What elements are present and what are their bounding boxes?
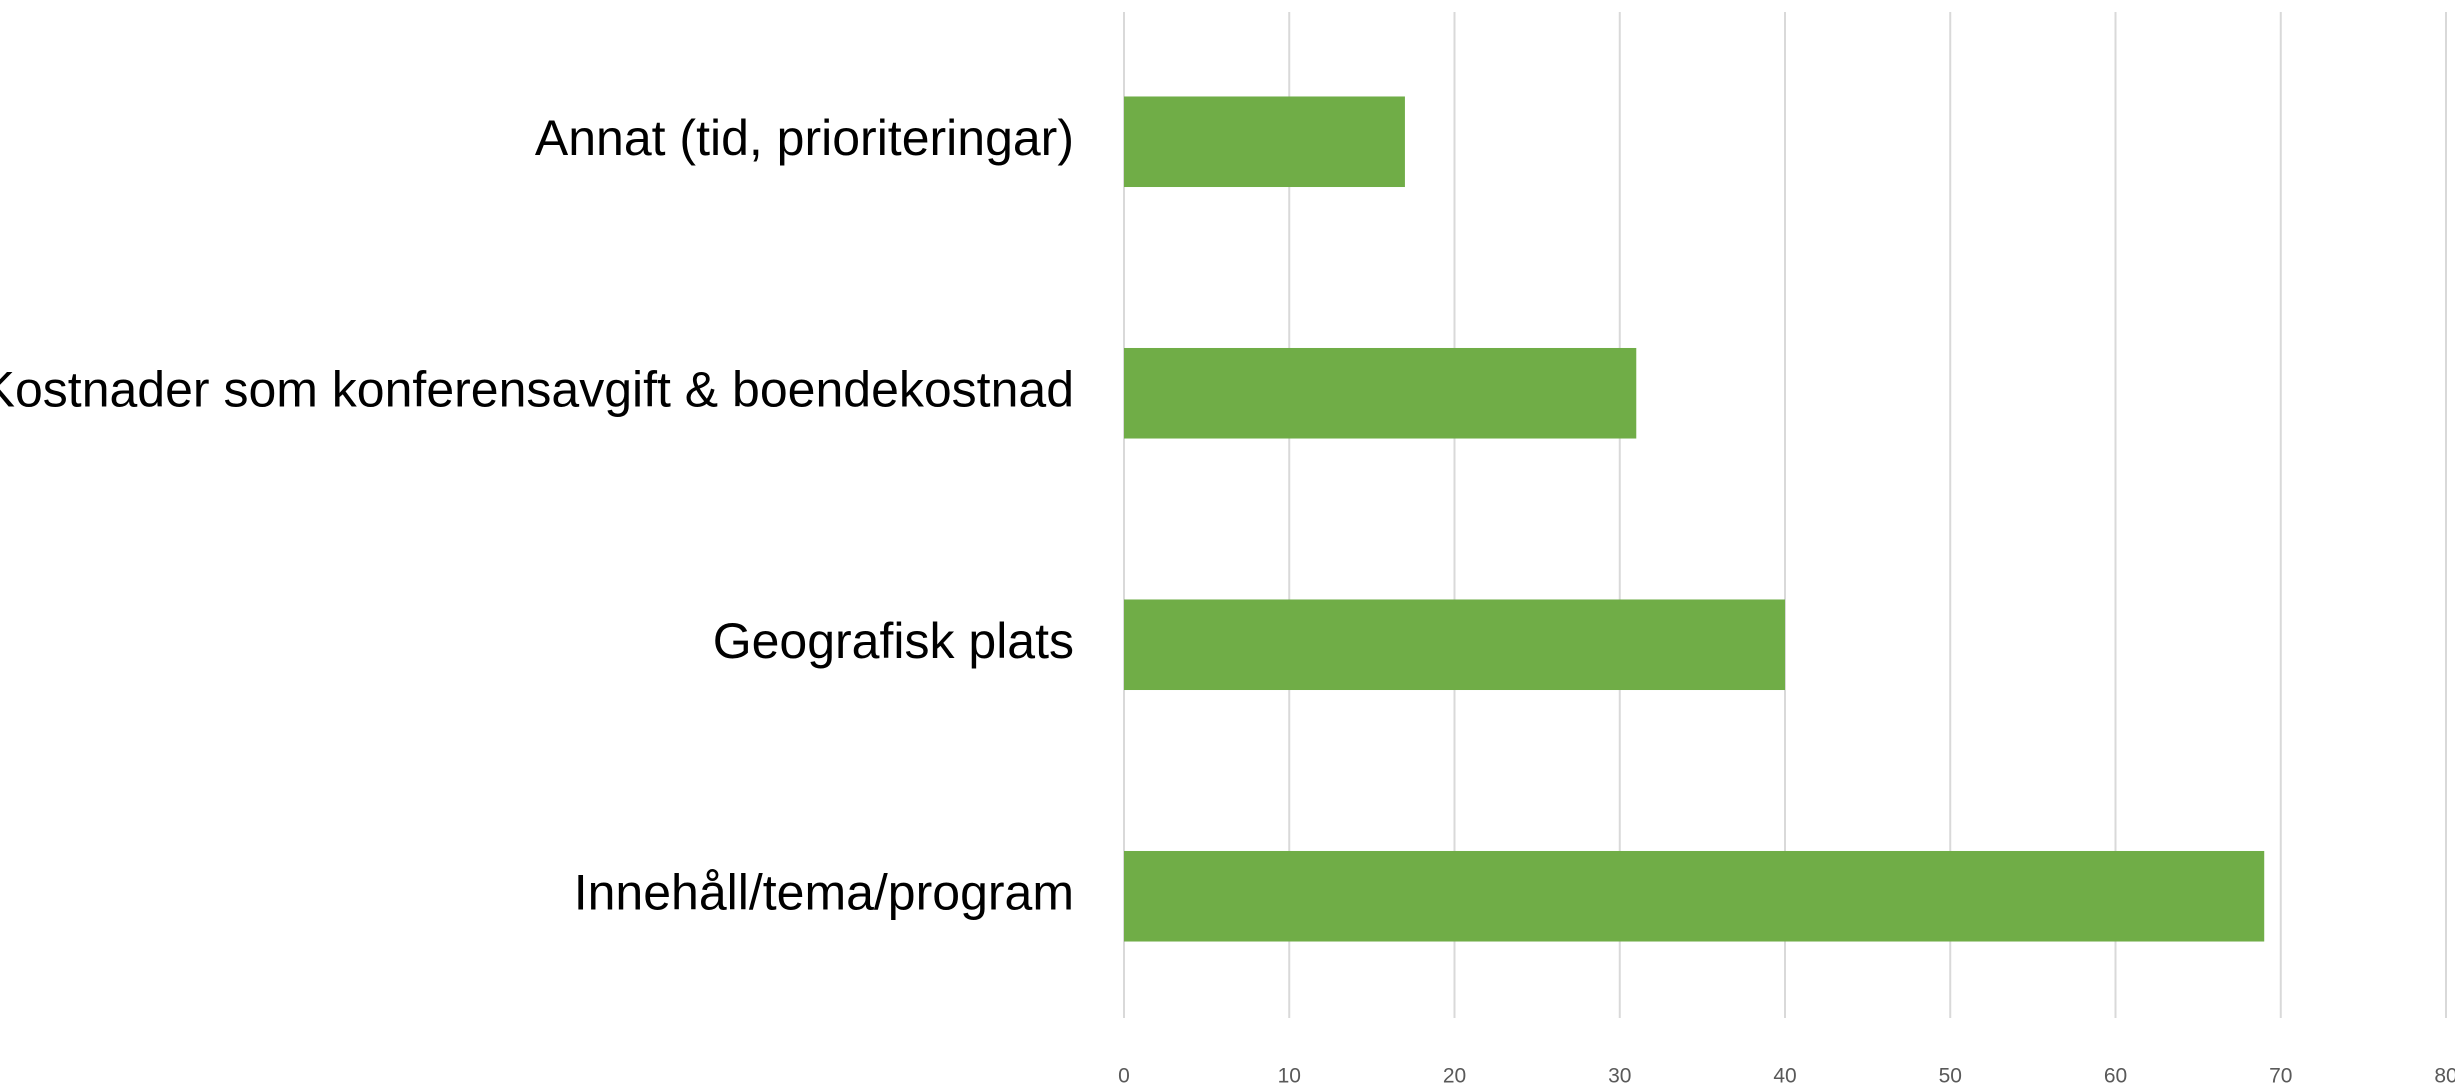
x-tick-label: 40 [1773, 1065, 1796, 1088]
bar [1124, 96, 1405, 188]
x-tick-label: 0 [1118, 1065, 1130, 1088]
y-tick-label: Innehåll/tema/program [574, 864, 1074, 920]
y-tick-label: Geografisk plats [713, 613, 1074, 669]
x-tick-label: 70 [2269, 1065, 2292, 1088]
bar [1124, 347, 1637, 439]
x-tick-label: 80 [2434, 1065, 2455, 1088]
bar [1124, 599, 1785, 691]
y-tick-label: Kostnader som konferensavgift & boendeko… [0, 361, 1074, 417]
x-tick-label: 60 [2104, 1065, 2127, 1088]
x-tick-label: 20 [1443, 1065, 1466, 1088]
x-tick-label: 30 [1608, 1065, 1631, 1088]
x-tick-label: 50 [1939, 1065, 1962, 1088]
x-tick-label: 10 [1278, 1065, 1301, 1088]
y-tick-label: Annat (tid, prioriteringar) [535, 110, 1074, 166]
bar [1124, 850, 2265, 942]
